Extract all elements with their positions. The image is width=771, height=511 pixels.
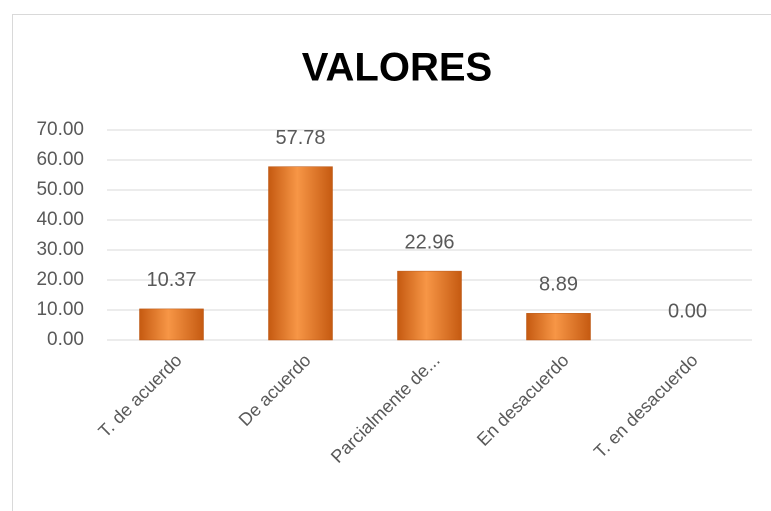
y-tick-label: 50.00 [36, 179, 84, 200]
value-label: 8.89 [539, 274, 578, 296]
value-label: 0.00 [668, 300, 707, 322]
y-tick-label: 70.00 [36, 119, 84, 140]
value-label: 57.78 [275, 127, 325, 149]
chart-frame [12, 14, 771, 511]
y-tick-label: 60.00 [36, 149, 84, 170]
bar [397, 270, 462, 341]
y-tick-label: 40.00 [36, 209, 84, 230]
value-label: 10.37 [146, 269, 196, 291]
bar [139, 308, 204, 341]
y-tick-label: 20.00 [36, 269, 84, 290]
y-tick-label: 10.00 [36, 299, 84, 320]
y-tick-label: 0.00 [47, 329, 84, 350]
chart-title: VALORES [302, 46, 492, 90]
value-label: 22.96 [404, 231, 454, 253]
y-tick-label: 30.00 [36, 239, 84, 260]
bar [526, 313, 591, 341]
bar [268, 166, 333, 341]
